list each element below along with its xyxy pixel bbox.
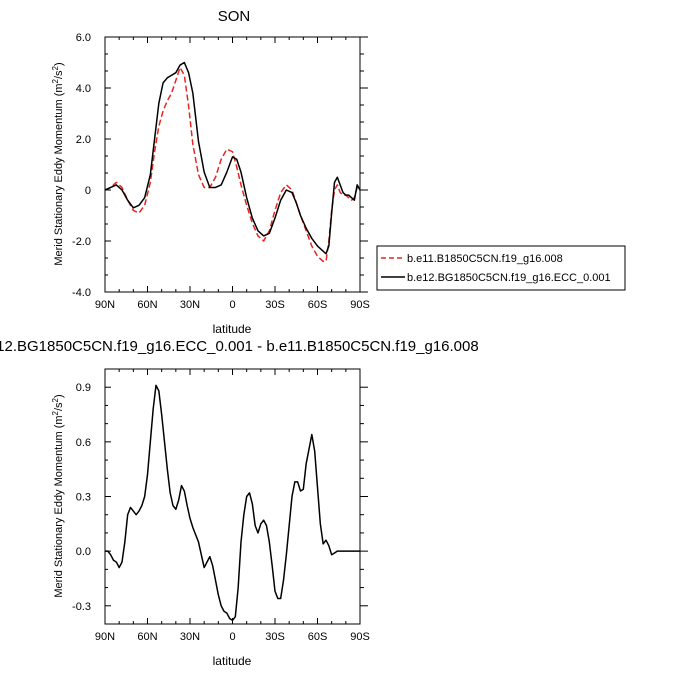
top-chart-title: SON xyxy=(218,8,251,25)
bottom-y-tick-label: 0.3 xyxy=(76,492,91,504)
bottom-series-line-1 xyxy=(105,384,360,622)
top-y-tick-label: 6.0 xyxy=(76,32,91,44)
top-y-tick-label: -4.0 xyxy=(72,287,91,299)
bottom-chart-marks xyxy=(105,384,360,622)
bottom-x-axis-label: latitude xyxy=(213,654,252,668)
bottom-x-tick-label: 60S xyxy=(308,631,328,643)
top-plot-frame xyxy=(104,36,361,293)
top-y-tick-label: 0 xyxy=(85,185,91,197)
top-chart-marks xyxy=(104,61,361,263)
top-x-axis-label: latitude xyxy=(213,322,252,336)
bottom-y-tick-label: -0.3 xyxy=(72,601,91,613)
bottom-x-tick-label: 60N xyxy=(137,631,157,643)
bottom-x-tick-label: 30N xyxy=(180,631,200,643)
top-x-tick-label: 60S xyxy=(308,299,328,311)
top-x-tick-label: 90N xyxy=(95,299,115,311)
top-series-line-2 xyxy=(104,61,361,255)
bottom-x-tick-label: 90N xyxy=(95,631,115,643)
top-y-tick-label: -2.0 xyxy=(72,236,91,248)
bottom-plot-frame xyxy=(104,368,361,625)
top-x-tick-label: 90S xyxy=(350,299,370,311)
top-chart-panel: SON 90N 60N 30N 0 30S 60S 90S -4.0 -2.0 0 2.0 4.0 6.… xyxy=(51,8,626,336)
top-x-tick-label: 0 xyxy=(229,299,235,311)
bottom-y-axis-label: Merid Stationary Eddy Momentum (m2/s2) xyxy=(51,394,65,597)
top-x-tick-label: 60N xyxy=(137,299,157,311)
bottom-y-tick-label: 0.6 xyxy=(76,437,91,449)
top-y-axis-label: Merid Stationary Eddy Momentum (m2/s2) xyxy=(51,62,65,265)
legend-label-series-2: b.e12.BG1850C5CN.f19_g16.ECC_0.001 xyxy=(407,272,611,284)
top-x-tick-label: 30S xyxy=(265,299,285,311)
bottom-x-tick-label: 0 xyxy=(229,631,235,643)
bottom-x-tick-label: 90S xyxy=(350,631,370,643)
top-x-tick-label: 30N xyxy=(180,299,200,311)
legend-label-series-1: b.e11.B1850C5CN.f19_g16.008 xyxy=(407,253,563,265)
top-y-tick-label: 4.0 xyxy=(76,83,91,95)
top-series-line-1 xyxy=(104,66,361,263)
top-chart-legend: b.e11.B1850C5CN.f19_g16.008 b.e12.BG1850… xyxy=(376,245,626,291)
bottom-chart-title: b.e12.BG1850C5CN.f19_g16.ECC_0.001 - b.e… xyxy=(0,338,479,355)
bottom-axis-ticks: 90N 60N 30N 0 30S 60S 90S -0.3 0.0 0.3 0.6 0.9 xyxy=(72,369,370,643)
bottom-y-tick-label: 0.9 xyxy=(76,382,91,394)
legend-box xyxy=(376,245,626,291)
bottom-chart-panel: b.e12.BG1850C5CN.f19_g16.ECC_0.001 - b.e… xyxy=(0,338,479,668)
top-y-tick-label: 2.0 xyxy=(76,134,91,146)
bottom-y-tick-label: 0.0 xyxy=(76,546,91,558)
bottom-x-tick-label: 30S xyxy=(265,631,285,643)
top-axis-ticks: 90N 60N 30N 0 30S 60S 90S -4.0 -2.0 0 2.0 4.0 6.0 xyxy=(72,32,370,311)
